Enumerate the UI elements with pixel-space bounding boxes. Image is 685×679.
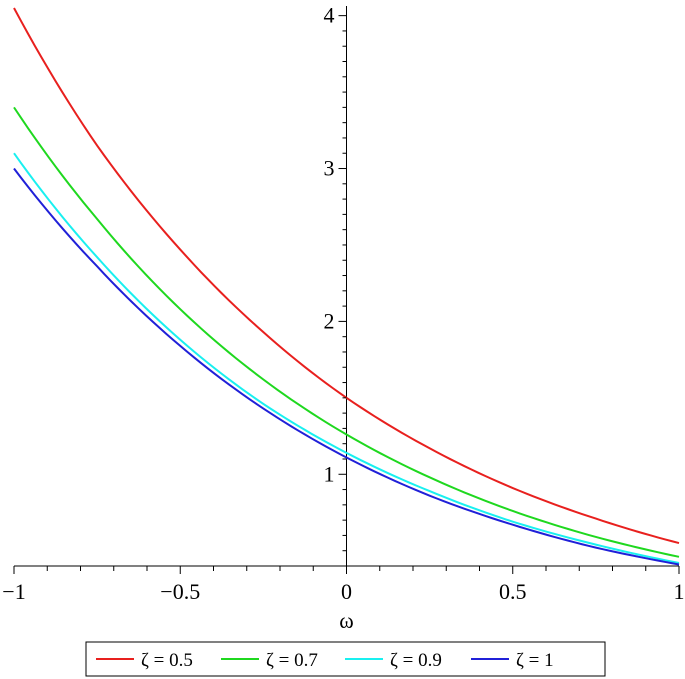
legend-label: ζ = 1 [516, 650, 554, 671]
x-tick-label: 0 [341, 579, 352, 604]
legend-label: ζ = 0.5 [141, 650, 193, 671]
legend-label: ζ = 0.7 [266, 650, 318, 671]
y-tick-label: 1 [324, 461, 335, 486]
x-tick-label: 1 [674, 579, 685, 604]
x-tick-label: −1 [2, 579, 25, 604]
ticks-layer: −1 −0.5 0 0.5 1 1 2 3 4 [2, 3, 684, 604]
series-line [13, 152, 680, 564]
legend: ζ = 0.5 ζ = 0.7 ζ = 0.9 ζ = 1 [85, 641, 606, 677]
x-tick-label: −0.5 [160, 579, 200, 604]
axes [14, 6, 679, 567]
x-axis-title: ω [339, 608, 353, 633]
y-tick-label: 4 [324, 3, 335, 28]
y-tick-label: 3 [324, 156, 335, 181]
series-line [13, 106, 680, 558]
y-tick-label: 2 [324, 308, 335, 333]
legend-label: ζ = 0.9 [390, 650, 442, 671]
x-tick-label: 0.5 [499, 579, 527, 604]
series-line [13, 167, 680, 566]
legend-box [85, 641, 606, 677]
